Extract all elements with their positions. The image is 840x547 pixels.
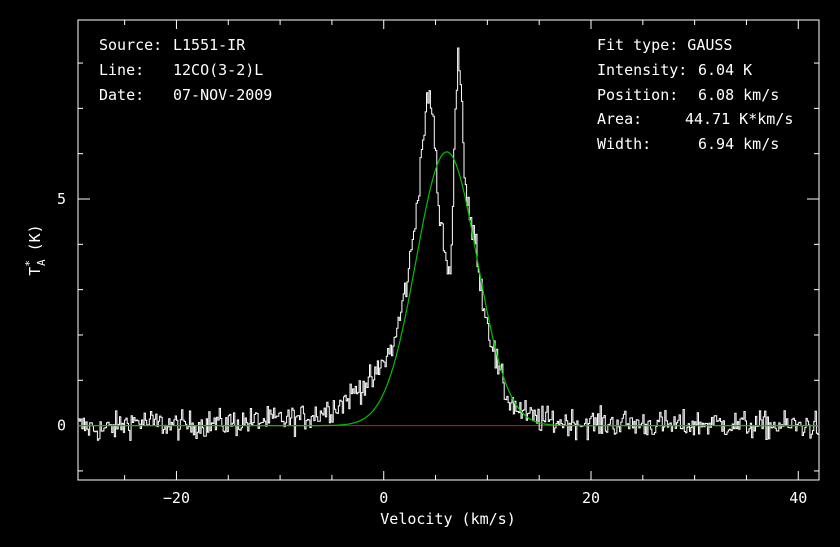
x-tick-label: −20 [163,489,190,507]
y-axis-label-unit: (K) [26,224,44,251]
info-source-key: Source: [99,36,162,54]
plot-area [78,47,819,441]
x-tick-label: 0 [379,489,388,507]
x-tick-label: 20 [582,489,600,507]
gaussian-fit-line [78,151,818,427]
y-axis-label-sub: A [35,259,48,266]
info-source-value: L1551-IR [173,36,246,54]
fit-intensity-value: 6.04 K [698,61,752,79]
y-axis-label: T*A (K) [23,224,48,275]
svg-text:T*A(K): T*A (K) [23,224,48,275]
info-date-key: Date: [99,86,144,104]
fit-area-value: 44.71 K*km/s [685,110,793,128]
info-line-key: Line: [99,61,144,79]
fit-width-key: Width: [597,135,651,153]
y-tick-label: 5 [57,190,66,208]
info-date-value: 07-NOV-2009 [173,86,272,104]
fit-position-value: 6.08 km/s [698,86,779,104]
x-axis-label: Velocity (km/s) [380,510,515,528]
fit-area-key: Area: [597,110,642,128]
fit-position-key: Position: [597,86,678,104]
plot-frame [77,19,820,481]
y-axis-label-symbol: T [26,267,44,276]
fit-width-value: 6.94 km/s [698,135,779,153]
fit-type-label: Fit type: GAUSS [597,36,732,54]
x-tick-label: 40 [789,489,807,507]
y-axis-label-sup: * [23,260,36,267]
y-tick-label: 0 [57,417,66,435]
fit-intensity-key: Intensity: [597,61,687,79]
spectrum-line [78,47,819,441]
info-line-value: 12CO(3-2)L [173,61,263,79]
